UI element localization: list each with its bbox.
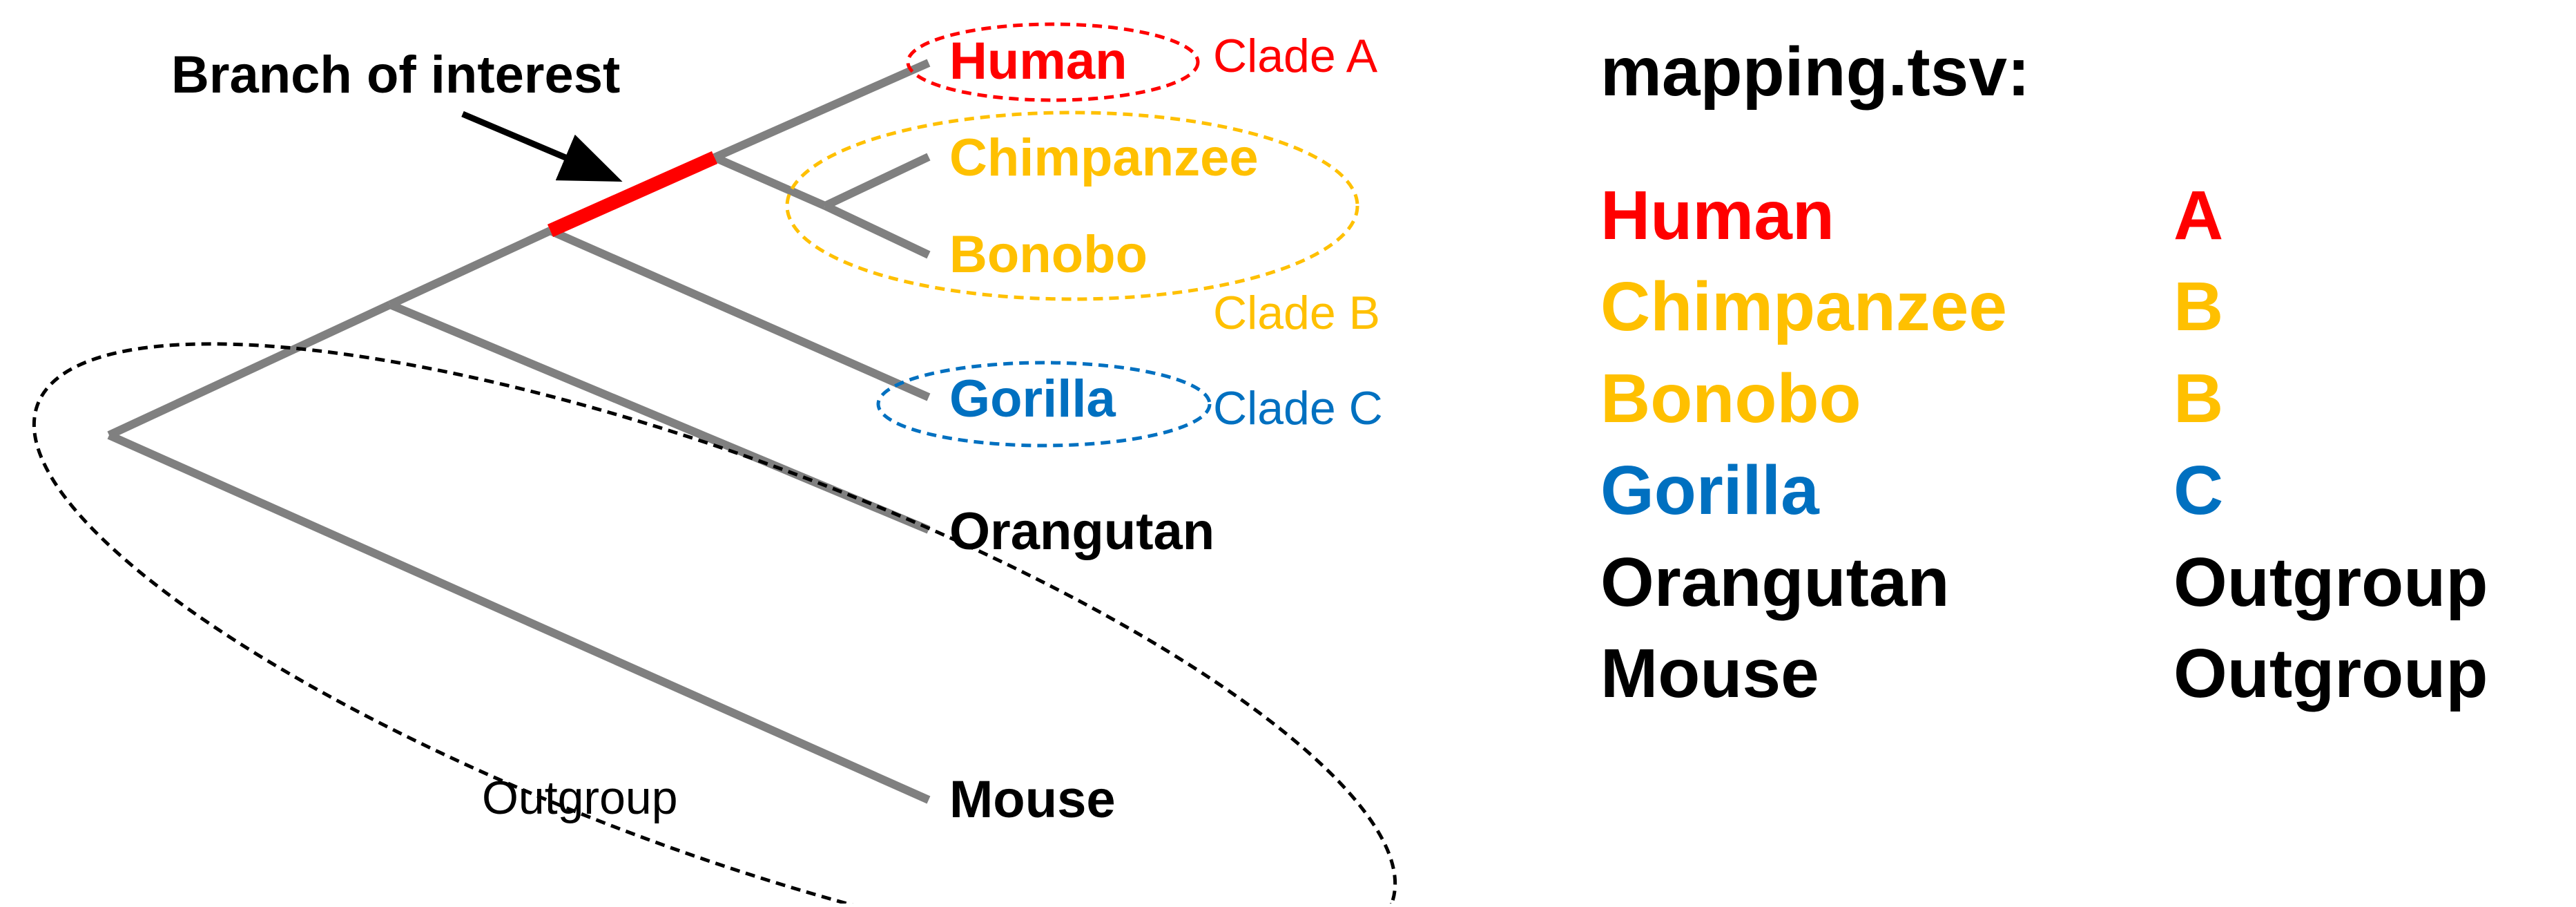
branch-node3-to-node4 xyxy=(713,153,827,210)
taxon-label-orangutan: Orangutan xyxy=(949,502,1214,561)
mapping-title: mapping.tsv: xyxy=(1600,33,2030,111)
mapping-species-mouse: Mouse xyxy=(1600,635,1819,712)
outgroup-label: Outgroup xyxy=(482,772,678,824)
taxon-labels: Human Chimpanzee Bonobo Gorilla Oranguta… xyxy=(949,32,1259,829)
tree-branches xyxy=(107,59,931,804)
mapping-group-gorilla: C xyxy=(2173,452,2223,529)
clade-labels: Clade A Clade B Clade C Outgroup xyxy=(482,30,1383,824)
taxon-label-human: Human xyxy=(949,32,1127,90)
clade-a-ellipse xyxy=(906,22,1200,102)
clade-c-label: Clade C xyxy=(1213,382,1383,435)
mapping-group-mouse: Outgroup xyxy=(2173,635,2488,712)
mapping-group-human: A xyxy=(2173,177,2223,254)
clade-c-ellipse xyxy=(876,361,1212,448)
mapping-species-human: Human xyxy=(1600,177,1834,254)
mapping-group-orangutan: Outgroup xyxy=(2173,544,2488,621)
branch-node1-to-node2 xyxy=(388,227,552,309)
taxon-label-gorilla: Gorilla xyxy=(949,370,1116,428)
mapping-species-gorilla: Gorilla xyxy=(1600,452,1820,529)
mapping-species-bonobo: Bonobo xyxy=(1600,360,1861,437)
branch-root-to-mouse xyxy=(107,431,931,804)
taxon-label-bonobo: Bonobo xyxy=(949,225,1147,284)
branch-node2-to-gorilla xyxy=(548,227,931,401)
branch-node3-to-human xyxy=(713,59,931,162)
branch-node4-to-bonobo xyxy=(823,202,931,259)
branch-of-interest-highlight xyxy=(547,151,718,238)
mapping-species-chimpanzee: Chimpanzee xyxy=(1600,268,2007,345)
branch-of-interest-label: Branch of interest xyxy=(171,46,620,104)
mapping-group-bonobo: B xyxy=(2173,360,2223,437)
annotation-arrow xyxy=(461,111,623,182)
mapping-species-orangutan: Orangutan xyxy=(1600,544,1950,621)
clade-a-label: Clade A xyxy=(1213,30,1378,82)
clade-b-label: Clade B xyxy=(1213,287,1380,339)
branch-node4-to-chimpanzee xyxy=(823,153,931,210)
branch-root-to-node1 xyxy=(107,300,392,439)
taxon-label-mouse: Mouse xyxy=(949,770,1116,829)
mapping-group-chimpanzee: B xyxy=(2173,268,2223,345)
taxon-label-chimpanzee: Chimpanzee xyxy=(949,128,1259,187)
mapping-table: mapping.tsv: Human A Chimpanzee B Bonobo… xyxy=(1600,33,2488,712)
clade-b-ellipse xyxy=(785,111,1359,301)
